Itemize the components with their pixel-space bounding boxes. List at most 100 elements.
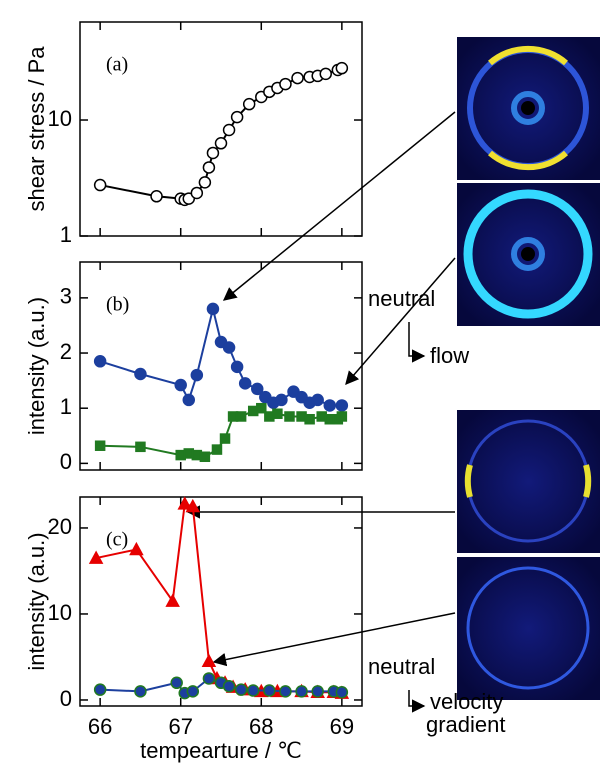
- marker: [238, 377, 252, 390]
- marker: [251, 382, 264, 396]
- marker: [150, 190, 163, 203]
- annotation: velocity: [430, 689, 503, 714]
- marker: [311, 393, 324, 407]
- marker: [319, 67, 332, 81]
- ring: [511, 91, 545, 125]
- marker: [202, 672, 216, 685]
- axis-arrow: [408, 690, 426, 713]
- arrows: [186, 111, 456, 713]
- marker: [94, 440, 106, 451]
- marker: [284, 411, 295, 422]
- plot-frame: [79, 496, 363, 707]
- marker: [279, 685, 292, 698]
- y-tick-label: 0: [60, 449, 72, 474]
- y-tick-label: 1: [60, 394, 72, 419]
- panel-label: (b): [106, 294, 129, 316]
- axis-arrow: [408, 322, 426, 363]
- y-axis-label: intensity (a.u.): [24, 297, 49, 435]
- marker: [256, 402, 267, 414]
- marker: [335, 399, 349, 412]
- arc: [488, 150, 568, 171]
- marker: [93, 178, 107, 192]
- marker: [134, 367, 147, 381]
- image: [457, 557, 600, 700]
- marker: [135, 441, 146, 453]
- marker: [234, 683, 248, 696]
- marker: [222, 679, 236, 693]
- y-axis-label: shear stress / Pa: [24, 46, 49, 212]
- x-tick-label: 68: [249, 714, 273, 739]
- annotation: flow: [430, 343, 469, 368]
- x-tick-label: 69: [330, 714, 354, 739]
- marker: [295, 685, 308, 698]
- marker: [170, 676, 183, 690]
- y-tick-label: 10: [48, 600, 72, 625]
- annotation: neutral: [368, 654, 435, 679]
- marker: [206, 146, 220, 160]
- image: [457, 410, 600, 553]
- y-axis-label: intensity (a.u.): [24, 532, 49, 670]
- y-tick-label: 1: [60, 222, 72, 247]
- arc: [464, 464, 473, 498]
- plot-frame: [79, 261, 363, 471]
- marker: [275, 393, 288, 407]
- marker: [335, 61, 349, 75]
- beamstop: [521, 101, 535, 115]
- marker: [174, 378, 187, 392]
- beamstop: [521, 247, 535, 261]
- arrow: [222, 111, 456, 301]
- marker: [336, 411, 348, 422]
- series-line: [95, 502, 342, 695]
- ring: [463, 189, 593, 319]
- arc: [488, 45, 568, 66]
- marker: [177, 496, 193, 510]
- marker: [214, 137, 228, 150]
- annotation: gradient: [426, 712, 506, 737]
- marker: [304, 413, 315, 425]
- marker: [291, 71, 304, 85]
- marker: [186, 685, 200, 698]
- ring: [511, 237, 545, 271]
- marker: [198, 176, 212, 189]
- marker: [129, 541, 144, 556]
- y-tick-label: 3: [60, 284, 72, 309]
- marker: [222, 341, 236, 354]
- y-tick-label: 20: [48, 514, 72, 539]
- marker: [230, 360, 244, 374]
- x-axis-label: tempearture / ℃: [140, 738, 302, 763]
- plot-frame: [79, 21, 363, 237]
- marker: [206, 302, 220, 316]
- scattering-images: [457, 37, 600, 700]
- arrow: [345, 257, 456, 386]
- marker: [219, 433, 231, 444]
- panel-label: (c): [106, 529, 128, 551]
- y-tick-label: 2: [60, 339, 72, 364]
- marker: [201, 653, 217, 668]
- marker: [190, 186, 204, 200]
- marker: [246, 684, 260, 697]
- marker: [323, 399, 337, 412]
- y-tick-label: 0: [60, 686, 72, 711]
- marker: [88, 550, 104, 564]
- series-line: [99, 67, 343, 201]
- marker: [182, 393, 196, 407]
- marker: [335, 685, 349, 699]
- marker: [311, 685, 324, 698]
- x-tick-label: 67: [168, 714, 192, 739]
- marker: [235, 411, 247, 422]
- marker: [242, 97, 256, 111]
- marker: [202, 161, 216, 174]
- arrow: [212, 612, 456, 667]
- marker: [230, 110, 244, 124]
- x-tick-label: 66: [88, 714, 112, 739]
- marker: [93, 683, 107, 696]
- series-line: [99, 308, 342, 407]
- marker: [199, 451, 211, 463]
- panel-label: (a): [106, 54, 128, 76]
- arc: [583, 464, 592, 498]
- y-tick-label: 10: [48, 106, 72, 131]
- ring: [466, 566, 590, 690]
- marker: [263, 684, 276, 697]
- series-line: [100, 677, 342, 695]
